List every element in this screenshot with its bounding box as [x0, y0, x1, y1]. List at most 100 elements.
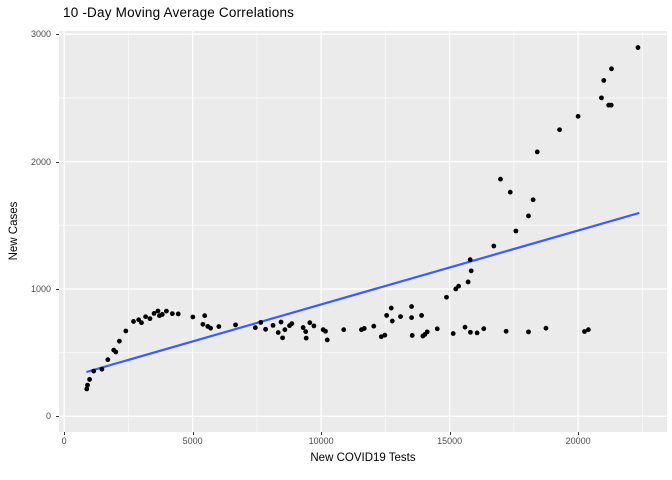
data-point: [282, 327, 288, 333]
data-point: [468, 329, 473, 335]
data-point: [601, 78, 607, 83]
data-point: [270, 322, 276, 328]
data-point: [175, 311, 181, 317]
data-point: [116, 338, 122, 344]
plot-panel: [59, 31, 667, 432]
data-point: [424, 329, 430, 335]
data-point: [307, 320, 313, 326]
data-point: [190, 314, 196, 320]
plot-canvas: [59, 31, 667, 432]
data-point: [388, 305, 394, 311]
scatter-points-layer: [84, 45, 641, 392]
data-point: [303, 329, 309, 335]
data-point: [99, 366, 105, 372]
data-point: [575, 113, 581, 119]
y-tick-mark: [56, 416, 59, 418]
x-tick-mark: [449, 432, 451, 435]
x-tick-label: 10000: [308, 436, 334, 446]
trend-line: [86, 212, 640, 373]
data-point: [159, 312, 165, 317]
x-tick-mark: [578, 432, 580, 435]
data-point: [635, 45, 641, 50]
data-point: [139, 320, 144, 326]
data-point: [143, 314, 149, 320]
data-point: [444, 294, 449, 300]
data-point: [481, 326, 487, 332]
data-point: [434, 326, 440, 332]
data-point: [361, 326, 367, 331]
data-point: [252, 325, 258, 331]
x-tick-mark: [64, 432, 66, 435]
data-point: [585, 327, 591, 333]
y-tick-label: 0: [45, 411, 51, 422]
y-tick-mark: [56, 288, 59, 290]
data-point: [378, 334, 384, 340]
data-point: [382, 332, 388, 338]
data-point: [169, 311, 175, 317]
data-point: [324, 337, 330, 343]
data-point: [164, 308, 169, 314]
data-point: [263, 326, 269, 332]
data-point: [278, 319, 284, 325]
data-point: [491, 243, 497, 249]
data-point: [599, 95, 604, 101]
data-point: [216, 324, 222, 329]
data-point: [289, 321, 295, 326]
data-point: [557, 127, 562, 133]
x-tick-mark: [192, 432, 194, 435]
data-point: [468, 268, 474, 274]
data-point: [409, 315, 414, 321]
data-point: [87, 376, 92, 382]
data-point: [507, 189, 513, 195]
data-point: [105, 357, 111, 363]
x-axis-label: New COVID19 Tests: [310, 452, 416, 464]
data-point: [155, 308, 161, 314]
data-point: [389, 318, 395, 324]
data-point: [85, 382, 90, 388]
data-point: [608, 102, 614, 108]
data-point: [534, 149, 540, 155]
y-tick-mark: [56, 34, 59, 36]
data-point: [200, 321, 206, 327]
data-point: [341, 327, 347, 333]
data-point: [543, 325, 549, 331]
data-point: [398, 314, 403, 319]
data-point: [147, 316, 153, 322]
data-point: [275, 330, 281, 335]
data-point: [409, 333, 415, 338]
data-point: [419, 313, 424, 318]
data-point: [450, 331, 456, 336]
data-point: [474, 330, 480, 336]
chart-title: 10 -Day Moving Average Correlations: [63, 5, 295, 20]
y-tick-label: 2000: [30, 156, 51, 167]
data-point: [467, 257, 473, 263]
data-point: [151, 311, 157, 316]
data-point: [258, 320, 264, 325]
data-point: [465, 279, 471, 285]
minor-gridlines: [59, 31, 667, 432]
data-point: [208, 325, 214, 331]
data-point: [300, 325, 306, 330]
data-point: [409, 304, 414, 309]
data-point: [530, 197, 536, 203]
data-point: [456, 283, 461, 289]
data-point: [123, 328, 129, 334]
data-point: [113, 349, 119, 355]
data-point: [233, 322, 238, 328]
data-point: [462, 324, 468, 330]
data-point: [131, 319, 136, 324]
y-tick-mark: [56, 161, 59, 163]
data-point: [503, 328, 509, 334]
data-point: [371, 323, 377, 329]
data-point: [84, 386, 90, 392]
data-point: [498, 176, 503, 182]
x-tick-label: 15000: [437, 436, 463, 446]
x-tick-label: 0: [61, 436, 67, 446]
data-point: [280, 335, 285, 341]
y-axis-label: New Cases: [8, 201, 20, 261]
data-point: [311, 323, 317, 329]
data-point: [513, 228, 519, 234]
x-tick-label: 5000: [182, 436, 203, 446]
data-point: [323, 328, 328, 334]
